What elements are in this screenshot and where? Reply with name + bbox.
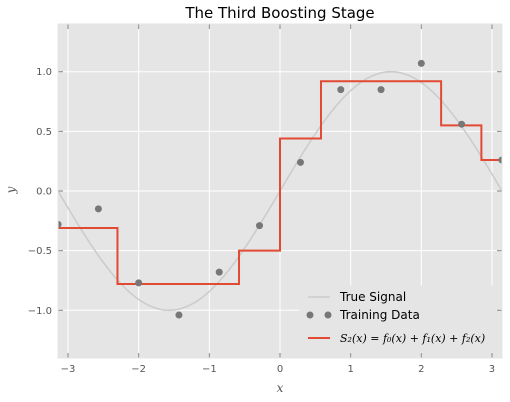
training-point xyxy=(94,205,102,213)
training-point xyxy=(377,86,385,94)
training-point xyxy=(215,268,223,276)
y-axis-label: y xyxy=(4,186,18,194)
plot-frame xyxy=(57,23,503,359)
x-tick-label: 3 xyxy=(489,364,495,375)
training-point xyxy=(135,279,143,287)
training-point xyxy=(458,120,466,128)
training-point xyxy=(175,311,183,319)
series-layer xyxy=(57,59,503,319)
x-tick-label: 2 xyxy=(418,364,424,375)
training-points xyxy=(58,59,502,319)
chart-title: The Third Boosting Stage xyxy=(184,4,374,22)
y-tick-label: −1.0 xyxy=(28,306,52,317)
y-tick-label: −0.5 xyxy=(28,246,52,257)
legend-box xyxy=(299,285,497,353)
legend-swatch-point xyxy=(324,311,332,319)
x-tick-label: −2 xyxy=(131,364,146,375)
training-point xyxy=(498,156,502,164)
x-axis-label: x xyxy=(277,381,284,395)
training-point xyxy=(296,158,304,166)
legend: True Signal Training Data S₂(x) = f₀(x) + … xyxy=(299,285,497,353)
training-point xyxy=(337,86,345,94)
y-tick-label: 0.5 xyxy=(36,127,52,138)
training-point xyxy=(417,59,425,67)
ticks: −3 −2 −1 0 1 2 3 −1.0 −0.5 0.0 0.5 1.0 xyxy=(28,24,502,375)
y-tick-label: 1.0 xyxy=(36,67,52,78)
training-point xyxy=(58,220,62,228)
legend-swatch-point xyxy=(306,311,314,319)
y-tick-label: 0.0 xyxy=(36,187,52,198)
x-tick-label: −3 xyxy=(61,364,76,375)
training-point xyxy=(256,222,264,230)
legend-label-step: S₂(x) = f₀(x) + f₁(x) + f₂(x) xyxy=(340,332,485,345)
x-tick-label: 0 xyxy=(277,364,283,375)
legend-label-true-signal: True Signal xyxy=(339,290,406,304)
legend-label-training-data: Training Data xyxy=(339,308,420,322)
x-tick-label: −1 xyxy=(202,364,217,375)
x-tick-label: 1 xyxy=(347,364,353,375)
